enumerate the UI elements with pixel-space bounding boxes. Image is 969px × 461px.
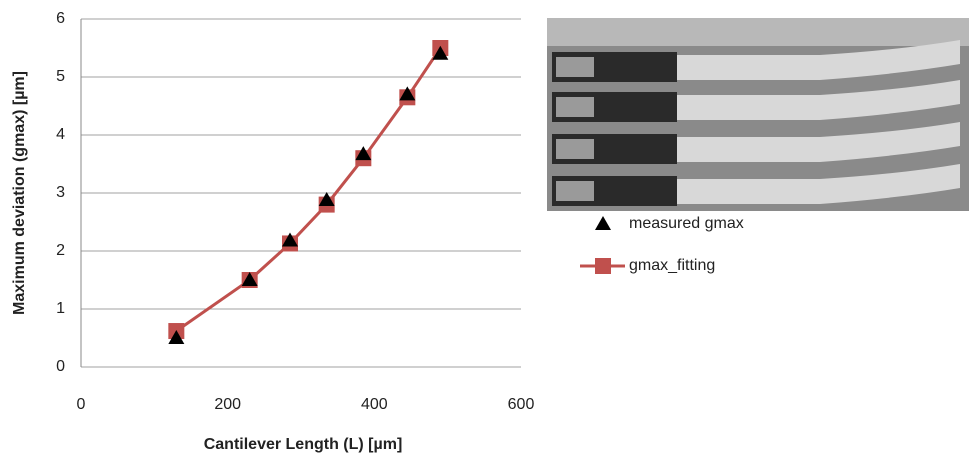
data-point	[241, 272, 258, 286]
y-tick-label: 2	[56, 242, 65, 259]
y-tick-label: 4	[56, 126, 65, 143]
data-point	[282, 232, 298, 247]
data-point	[399, 86, 416, 101]
data-point	[432, 45, 449, 60]
data-point	[168, 330, 185, 344]
x-tick-label: 600	[508, 396, 535, 413]
y-tick-label: 1	[56, 300, 65, 317]
x-tick-label: 0	[77, 396, 86, 413]
y-axis-title: Maximum deviation (gmax) [µm]	[11, 71, 28, 315]
y-tick-label: 3	[56, 184, 65, 201]
x-tick-label: 400	[361, 396, 388, 413]
y-tick-label: 0	[56, 358, 65, 375]
x-tick-label: 200	[214, 396, 241, 413]
photo	[547, 18, 969, 211]
data-point	[318, 191, 335, 206]
data-point	[355, 146, 372, 161]
x-axis-title: Cantilever Length (L) [µm]	[204, 436, 403, 453]
legend-marker	[595, 258, 611, 274]
y-tick-label: 5	[56, 68, 65, 85]
legend-label: measured gmax	[629, 215, 744, 232]
legend-marker	[595, 216, 611, 230]
legend-label: gmax_fitting	[629, 257, 715, 274]
y-tick-label: 6	[56, 10, 65, 27]
